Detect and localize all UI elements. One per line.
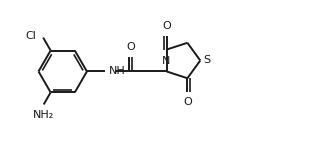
Text: NH: NH bbox=[109, 66, 126, 75]
Text: S: S bbox=[203, 55, 210, 65]
Text: O: O bbox=[127, 42, 135, 52]
Text: N: N bbox=[162, 57, 170, 66]
Text: O: O bbox=[162, 21, 171, 31]
Text: NH₂: NH₂ bbox=[33, 110, 54, 120]
Text: Cl: Cl bbox=[26, 31, 36, 41]
Text: O: O bbox=[183, 97, 192, 106]
